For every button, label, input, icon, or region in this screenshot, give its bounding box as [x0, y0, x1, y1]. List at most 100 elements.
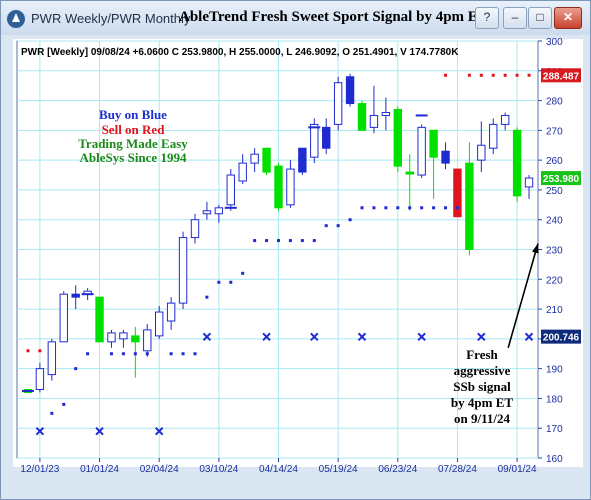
window-title: PWR Weekly/PWR Monthly — [31, 11, 191, 26]
x-marker — [417, 332, 426, 341]
help-button[interactable]: ? — [475, 7, 499, 29]
annotation-line-2: aggressive — [454, 363, 511, 378]
support-dot — [121, 352, 125, 356]
x-marker — [262, 332, 271, 341]
price-tag-label: 253.980 — [543, 174, 580, 185]
support-dot — [229, 280, 233, 284]
x-tick-label: 09/01/24 — [498, 464, 537, 475]
x-marker — [95, 426, 104, 436]
candle-body — [35, 368, 45, 390]
support-dot — [145, 352, 149, 356]
candle-body — [178, 237, 188, 304]
candle-body — [345, 76, 355, 105]
x-tick-label: 01/01/24 — [80, 464, 119, 475]
resistance-dot — [38, 349, 42, 353]
resistance-dot — [467, 73, 471, 77]
annotation-line-5: on 9/11/24 — [454, 411, 510, 426]
candle-body — [500, 114, 510, 125]
candle-body — [71, 293, 80, 298]
y-tick-label: 240 — [546, 216, 563, 227]
support-dot — [169, 352, 173, 356]
candle-body — [465, 162, 474, 250]
legend-line4: AbleSys Since 1994 — [80, 150, 187, 165]
candle-body — [226, 174, 235, 206]
support-dot — [360, 206, 364, 210]
candle-body — [190, 219, 200, 239]
candle-body — [429, 129, 438, 158]
candle-body — [214, 207, 224, 215]
support-dot — [455, 206, 459, 210]
annotation: Fresh aggressive SSb signal by 4pm ET on… — [451, 347, 513, 426]
support-dot — [384, 206, 388, 210]
x-tick-label: 07/28/24 — [438, 464, 477, 475]
price-tag — [541, 329, 581, 344]
support-dot — [372, 206, 376, 210]
price-tag-label: 200.746 — [543, 333, 580, 344]
candle-body — [166, 302, 176, 322]
y-tick-label: 270 — [546, 126, 563, 137]
candle-body — [274, 165, 283, 209]
support-dot — [217, 280, 221, 284]
y-tick-label: 170 — [546, 424, 563, 435]
y-tick-label: 250 — [546, 186, 563, 197]
candle-body — [322, 126, 331, 149]
candle-body — [154, 311, 164, 337]
candle-body — [131, 335, 140, 343]
x-marker — [154, 426, 164, 436]
price-tag — [541, 171, 581, 186]
candle-body — [262, 147, 271, 173]
x-marker — [310, 332, 319, 341]
y-tick-label: 280 — [546, 97, 563, 108]
x-marker — [477, 332, 486, 341]
support-dot — [86, 352, 90, 356]
title-bar[interactable]: PWR Weekly/PWR Monthly AbleTrend Fresh S… — [1, 1, 590, 35]
y-tick-label: 180 — [546, 394, 563, 405]
support-dot — [312, 239, 316, 243]
resistance-dot — [503, 73, 507, 77]
app-logo-icon — [7, 10, 25, 28]
x-marker — [35, 426, 45, 436]
support-dot — [133, 352, 137, 356]
support-dot — [300, 239, 304, 243]
support-dot — [432, 206, 436, 210]
annotation-line-1: Fresh — [466, 347, 498, 362]
minimize-button[interactable]: – — [503, 7, 527, 29]
resistance-dot — [527, 73, 531, 77]
support-dot — [336, 224, 340, 228]
support-dot — [420, 206, 424, 210]
resistance-dot — [26, 349, 30, 353]
y-tick-label: 160 — [546, 454, 563, 465]
candle-body — [202, 210, 212, 215]
candle-body — [441, 150, 450, 164]
arrow-head — [532, 243, 539, 254]
y-tick-label: 230 — [546, 246, 563, 257]
candle-body — [47, 341, 57, 376]
x-tick-label: 06/23/24 — [378, 464, 417, 475]
support-dot — [74, 367, 78, 371]
candle-body — [250, 153, 259, 164]
y-tick-label: 300 — [546, 37, 563, 48]
support-dot — [444, 206, 448, 210]
legend-sell: Sell on Red — [102, 122, 166, 137]
support-dot — [181, 352, 185, 356]
support-dot — [324, 224, 328, 228]
x-tick-label: 03/10/24 — [199, 464, 238, 475]
candle-body — [143, 329, 152, 352]
close-button[interactable]: ✕ — [554, 7, 582, 29]
chart-header-text: PWR [Weekly] 09/08/24 +6.0600 C 253.9800… — [21, 47, 459, 58]
support-dot — [396, 206, 400, 210]
x-tick-label: 04/14/24 — [259, 464, 298, 475]
x-marker — [202, 332, 212, 341]
y-tick-label: 260 — [546, 156, 563, 167]
maximize-button[interactable]: □ — [528, 7, 552, 29]
candle-body — [405, 171, 414, 175]
candle-body — [95, 296, 104, 343]
candle-body — [298, 147, 307, 173]
candle-body — [381, 111, 391, 116]
x-tick-label: 05/19/24 — [319, 464, 358, 475]
candle-body — [238, 162, 247, 182]
candle-body — [286, 168, 295, 206]
support-dot — [241, 271, 245, 275]
